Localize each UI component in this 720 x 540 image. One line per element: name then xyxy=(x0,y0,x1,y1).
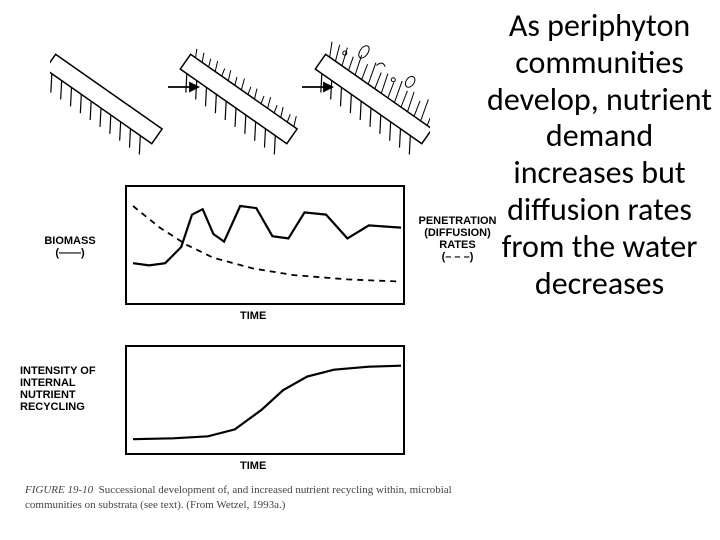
figure-label: FIGURE 19-10 xyxy=(25,484,93,496)
recycling-chart xyxy=(125,345,405,455)
recycling-axis-label: INTENSITY OF INTERNAL NUTRIENT RECYCLING xyxy=(20,365,120,413)
chart2-xlabel: TIME xyxy=(240,460,266,472)
figure-caption: FIGURE 19-10 Successional development of… xyxy=(25,483,475,512)
figure-area: BIOMASS(——) PENETRATION (DIFFUSION) RATE… xyxy=(10,10,490,530)
slide-main-text: As periphyton communities develop, nutri… xyxy=(487,8,712,302)
chart2-svg xyxy=(127,347,407,457)
biomass-penetration-chart xyxy=(125,185,405,305)
biomass-axis-label: BIOMASS(——) xyxy=(25,235,115,259)
chart1-svg xyxy=(127,187,407,307)
chart1-xlabel: TIME xyxy=(240,310,266,322)
substrate-succession-row xyxy=(50,15,430,165)
substrate-diagrams-svg xyxy=(50,15,430,165)
